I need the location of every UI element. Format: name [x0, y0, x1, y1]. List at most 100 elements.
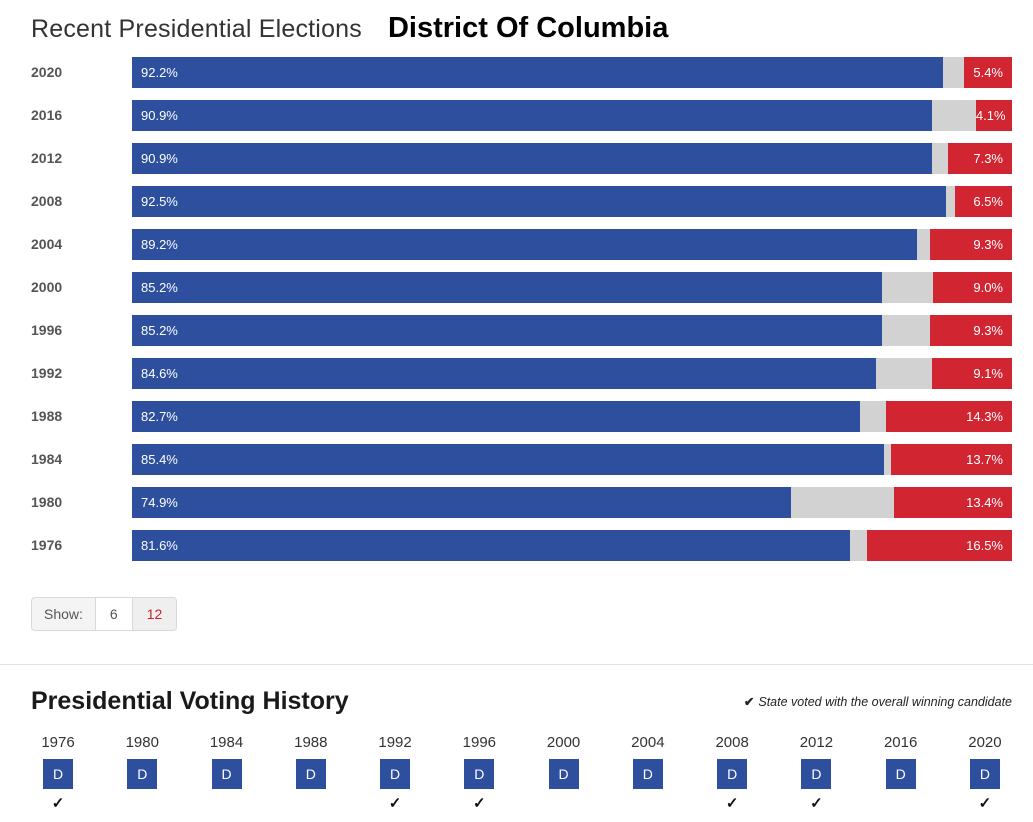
democratic-bar-segment: 85.4% [132, 444, 884, 475]
party-box[interactable]: D [127, 759, 158, 789]
republican-bar-segment: 16.5% [866, 530, 1012, 561]
bar-track: 82.7% 14.3% [132, 401, 1012, 432]
year-label: 1992 [31, 365, 63, 381]
history-year: 1992 [378, 734, 412, 751]
history-year: 2000 [546, 734, 581, 751]
bar-track: 85.2% 9.0% [132, 272, 1012, 303]
party-box[interactable]: D [632, 759, 663, 789]
republican-bar-segment: 4.1% [975, 100, 1012, 131]
party-box[interactable]: D [885, 759, 916, 789]
bar-track: 85.2% 9.3% [132, 315, 1012, 346]
year-label: 1988 [31, 408, 63, 424]
democratic-bar-segment: 89.2% [132, 229, 917, 260]
party-box[interactable]: D [464, 759, 495, 789]
history-item-2008: 2008 D ✓ [705, 734, 759, 812]
section-title-elections: Recent Presidential Elections [31, 15, 362, 43]
party-box[interactable]: D [548, 759, 579, 789]
year-label: 1984 [31, 451, 63, 467]
year-label: 1996 [31, 322, 63, 338]
party-box[interactable]: D [717, 759, 748, 789]
history-year: 1988 [294, 734, 328, 751]
year-label: 1980 [31, 494, 63, 510]
party-box[interactable]: D [43, 759, 73, 789]
republican-bar-segment: 13.7% [891, 444, 1012, 475]
history-year: 2008 [715, 734, 749, 751]
history-legend: ✔ State voted with the overall winning ca… [744, 694, 1012, 709]
year-label: 2000 [31, 279, 63, 295]
winner-check-icon: ✓ [810, 795, 823, 812]
democratic-bar-segment: 90.9% [132, 143, 932, 174]
winner-check-icon: ✓ [473, 795, 486, 812]
democratic-bar-segment: 85.2% [132, 272, 882, 303]
show-control: Show: 6 12 [31, 597, 178, 631]
show-12-button[interactable]: 12 [131, 598, 177, 630]
democratic-bar-segment: 92.2% [132, 57, 944, 88]
party-box[interactable]: D [969, 759, 1000, 789]
elections-bar-chart: 2020 92.2% 5.4% 2016 90.9% 4.1% 2012 90.9% 7.3% 2… [31, 57, 1012, 561]
section-divider [0, 664, 1033, 665]
show-label: Show: [44, 606, 83, 622]
year-label: 1976 [31, 537, 63, 553]
history-item-1996: 1996 D ✓ [452, 734, 506, 812]
party-box[interactable]: D [295, 759, 326, 789]
republican-bar-segment: 5.4% [964, 57, 1012, 88]
republican-bar-segment: 6.5% [954, 186, 1012, 217]
republican-bar-segment: 9.3% [930, 315, 1012, 346]
republican-bar-segment: 7.3% [947, 143, 1012, 174]
democratic-bar-segment: 84.6% [132, 358, 877, 389]
democratic-bar-segment: 82.7% [132, 401, 860, 432]
year-label: 2004 [31, 236, 63, 252]
democratic-bar-segment: 81.6% [132, 530, 851, 561]
bar-row-2000: 2000 85.2% 9.0% [31, 272, 1012, 303]
bar-row-1980: 1980 74.9% 13.4% [31, 487, 1012, 518]
republican-bar-segment: 9.3% [930, 229, 1012, 260]
history-year: 2016 [883, 734, 918, 751]
bar-row-1992: 1992 84.6% 9.1% [31, 358, 1012, 389]
history-year: 2012 [799, 734, 834, 751]
bar-row-2008: 2008 92.5% 6.5% [31, 186, 1012, 217]
republican-bar-segment: 9.0% [932, 272, 1012, 303]
history-year: 1976 [41, 734, 75, 751]
year-label: 2020 [31, 64, 63, 80]
header: Recent Presidential Elections District O… [31, 12, 1012, 45]
history-item-1976: 1976 D ✓ [31, 734, 85, 812]
bar-row-2012: 2012 90.9% 7.3% [31, 143, 1012, 174]
party-box[interactable]: D [211, 759, 242, 789]
history-year: 1980 [125, 734, 159, 751]
history-title: Presidential Voting History [31, 687, 349, 715]
winner-check-icon: ✓ [978, 795, 992, 812]
bar-track: 74.9% 13.4% [132, 487, 1012, 518]
democratic-bar-segment: 92.5% [132, 186, 946, 217]
history-row: 1976 D ✓ 1980 D ✓ 1984 D ✓ 1988 D ✓ 1992 D ✓ 1996 D ✓ 2000… [31, 734, 1012, 812]
bar-row-2016: 2016 90.9% 4.1% [31, 100, 1012, 131]
history-year: 2004 [631, 734, 665, 751]
bar-row-2020: 2020 92.2% 5.4% [31, 57, 1012, 88]
bar-track: 89.2% 9.3% [132, 229, 1012, 260]
republican-bar-segment: 14.3% [886, 401, 1012, 432]
page-title-state: District Of Columbia [387, 12, 669, 44]
republican-bar-segment: 13.4% [894, 487, 1012, 518]
bar-row-1996: 1996 85.2% 9.3% [31, 315, 1012, 346]
history-item-2020: 2020 D ✓ [958, 734, 1012, 812]
winner-check-icon: ✓ [725, 795, 739, 812]
year-label: 2012 [31, 150, 63, 166]
history-item-2012: 2012 D ✓ [789, 734, 843, 812]
show-6-button[interactable]: 6 [94, 598, 132, 630]
bar-track: 84.6% 9.1% [132, 358, 1012, 389]
history-header: Presidential Voting History ✔ State voted… [31, 687, 1012, 716]
party-box[interactable]: D [801, 759, 832, 789]
democratic-bar-segment: 74.9% [132, 487, 792, 518]
bar-track: 85.4% 13.7% [132, 444, 1012, 475]
history-year: 1984 [209, 734, 244, 751]
bar-row-1988: 1988 82.7% 14.3% [31, 401, 1012, 432]
bar-row-1976: 1976 81.6% 16.5% [31, 530, 1012, 561]
party-box[interactable]: D [380, 759, 411, 789]
bar-track: 92.2% 5.4% [132, 57, 1012, 88]
year-label: 2016 [31, 107, 63, 123]
bar-track: 92.5% 6.5% [132, 186, 1012, 217]
